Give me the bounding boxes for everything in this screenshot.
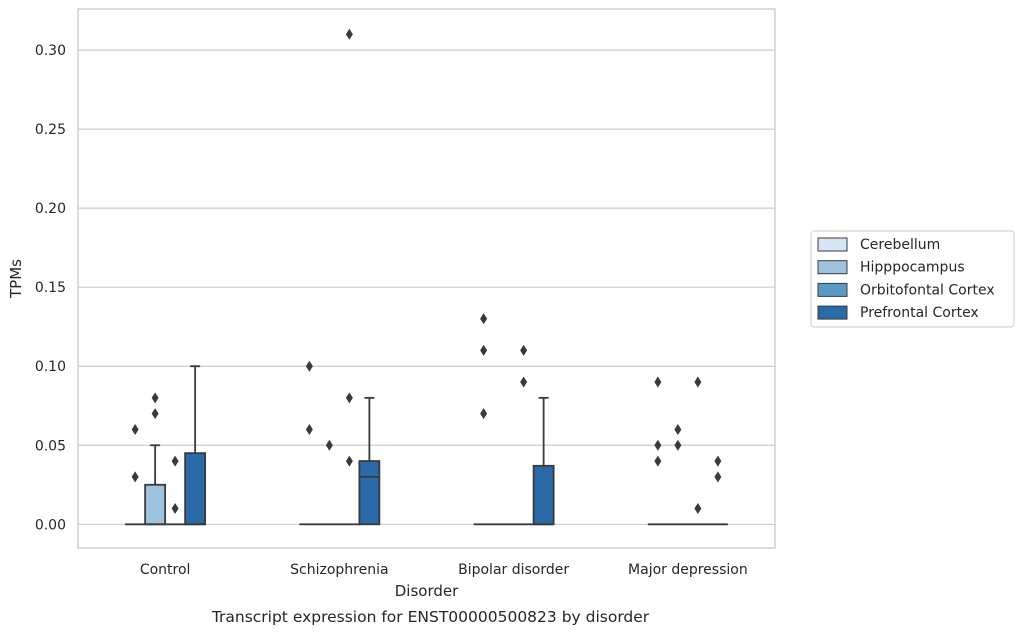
y-tick-label: 0.20 — [35, 201, 66, 217]
x-tick-label: Major depression — [628, 562, 748, 578]
legend-swatch — [817, 282, 848, 297]
y-axis-label: TPMs — [7, 259, 25, 299]
outlier-points — [131, 28, 722, 514]
outlier-point — [654, 455, 662, 467]
outlier-point — [131, 471, 139, 483]
x-tick-label: Schizophrenia — [290, 562, 388, 578]
outlier-point — [674, 423, 682, 435]
legend-swatch — [817, 260, 848, 275]
outlier-point — [345, 392, 353, 404]
x-axis-ticks: Control Schizophrenia Bipolar disorder Majo… — [140, 562, 748, 578]
chart-caption: Transcript expression for ENST0000050082… — [211, 608, 650, 626]
legend-swatch — [817, 305, 848, 320]
outlier-point — [714, 455, 722, 467]
legend-frame — [810, 230, 1015, 328]
y-tick-label: 0.25 — [35, 122, 66, 138]
outlier-point — [151, 408, 159, 420]
outlier-point — [480, 344, 488, 356]
legend-item: Prefrontal Cortex — [817, 305, 979, 321]
outlier-point — [171, 502, 179, 514]
box-body — [144, 483, 167, 526]
outlier-point — [654, 439, 662, 451]
box-prefrontal-cortex — [184, 365, 207, 526]
outlier-point — [694, 502, 702, 514]
y-tick-label: 0.00 — [35, 517, 66, 533]
outlier-point — [480, 313, 488, 325]
y-tick-label: 0.10 — [35, 359, 66, 375]
y-axis-ticks: 0.00 0.05 0.10 0.15 0.20 0.25 0.30 — [35, 43, 66, 533]
x-tick-label: Control — [140, 562, 191, 578]
outlier-point — [171, 455, 179, 467]
legend: Cerebellum Hipppocampus Orbitofontal Corte… — [810, 230, 1015, 328]
box-body — [184, 452, 207, 526]
box-prefrontal-cortex — [358, 396, 381, 526]
box-body — [532, 464, 555, 526]
legend-label: Cerebellum — [860, 237, 940, 253]
outlier-point — [325, 439, 333, 451]
legend-label: Prefrontal Cortex — [860, 305, 979, 321]
outlier-point — [345, 455, 353, 467]
y-tick-label: 0.05 — [35, 438, 66, 454]
legend-item: Orbitofontal Cortex — [817, 282, 995, 298]
outlier-point — [694, 376, 702, 388]
outlier-point — [654, 376, 662, 388]
outlier-point — [345, 28, 353, 40]
legend-item: Hipppocampus — [817, 260, 965, 276]
legend-label: Hipppocampus — [860, 260, 965, 276]
outlier-point — [305, 360, 313, 372]
outlier-point — [714, 471, 722, 483]
gridlines — [78, 49, 775, 525]
outlier-point — [131, 423, 139, 435]
legend-label: Orbitofontal Cortex — [860, 282, 995, 298]
plot-area-frame — [77, 8, 776, 549]
x-axis-label: Disorder — [395, 582, 459, 600]
outlier-point — [480, 408, 488, 420]
legend-swatch — [817, 237, 848, 252]
y-tick-label: 0.30 — [35, 43, 66, 59]
outlier-point — [674, 439, 682, 451]
y-tick-label: 0.15 — [35, 280, 66, 296]
box-prefrontal-cortex — [532, 396, 555, 526]
box-hipppocampus — [144, 444, 167, 526]
box-series — [125, 365, 728, 526]
outlier-point — [305, 423, 313, 435]
box-body — [358, 460, 381, 526]
outlier-point — [520, 376, 528, 388]
x-tick-label: Bipolar disorder — [458, 562, 569, 578]
outlier-point — [151, 392, 159, 404]
outlier-point — [520, 344, 528, 356]
legend-item: Cerebellum — [817, 237, 940, 253]
